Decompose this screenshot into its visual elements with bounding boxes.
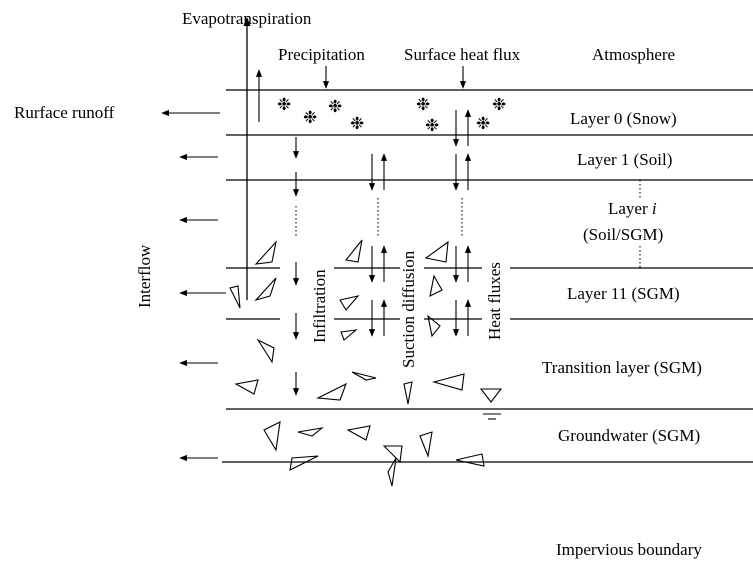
snowflake-icon: ❉ [425,116,439,135]
groundwater-label: Groundwater (SGM) [558,426,700,445]
grain-triangle [234,379,259,395]
layer-1-label: Layer 1 (Soil) [577,150,672,169]
layer-11-label: Layer 11 (SGM) [567,284,680,303]
sediment-grains [229,239,485,487]
water-table-icon [478,388,506,420]
grain-triangle [289,455,319,471]
suction-diffusion-arrows [368,153,388,337]
precipitation-label: Precipitation [278,45,365,64]
grain-triangle [263,421,281,452]
grain-triangle [316,382,348,401]
snowflake-icon: ❉ [303,108,317,127]
grain-triangle [346,425,371,441]
grain-triangle [403,381,413,405]
snowflake-icons: ❉ ❉ ❉ ❉ ❉ ❉ ❉ ❉ [277,95,506,135]
grain-triangle [254,277,277,302]
interflow-arrows [179,153,226,462]
impervious-boundary-label: Impervious boundary [556,540,702,559]
layer-i-label: Layer i [608,199,657,218]
dotted-continuations [246,180,641,268]
snowflake-icon: ❉ [277,95,291,114]
grain-triangle [254,240,277,265]
grain-triangle [297,427,324,437]
snowflake-icon: ❉ [350,114,364,133]
grain-triangle [344,239,363,263]
grain-triangle [431,373,465,391]
snowflake-icon: ❉ [328,97,342,116]
snowflake-icon: ❉ [476,114,490,133]
grain-triangle [424,240,449,263]
grain-triangle [455,453,485,467]
grain-triangle [256,338,275,364]
suction-diffusion-label: Suction diffusion [399,250,418,368]
grain-triangle [387,457,397,487]
interflow-label: Interflow [135,244,154,308]
grain-triangle [382,445,403,464]
grain-triangle [229,285,241,309]
snowflake-icon: ❉ [492,95,506,114]
grain-triangle [427,314,441,338]
heat-fluxes-label: Heat fluxes [485,262,504,340]
grain-triangle [351,371,377,381]
layer-i-sublabel: (Soil/SGM) [583,225,663,244]
grain-triangle [419,431,433,459]
layer-0-label: Layer 0 (Snow) [570,109,677,128]
heat-flux-arrows [452,109,472,337]
snowflake-icon: ❉ [416,95,430,114]
grain-triangle [339,295,360,311]
surface-heat-flux-label: Surface heat flux [404,45,521,64]
surface-runoff-label: Rurface runoff [14,103,115,122]
transition-layer-label: Transition layer (SGM) [542,358,702,377]
atmosphere-label: Atmosphere [592,45,675,64]
grain-triangle [340,329,358,341]
infiltration-label: Infiltration [310,269,329,343]
grain-triangle [429,274,443,297]
